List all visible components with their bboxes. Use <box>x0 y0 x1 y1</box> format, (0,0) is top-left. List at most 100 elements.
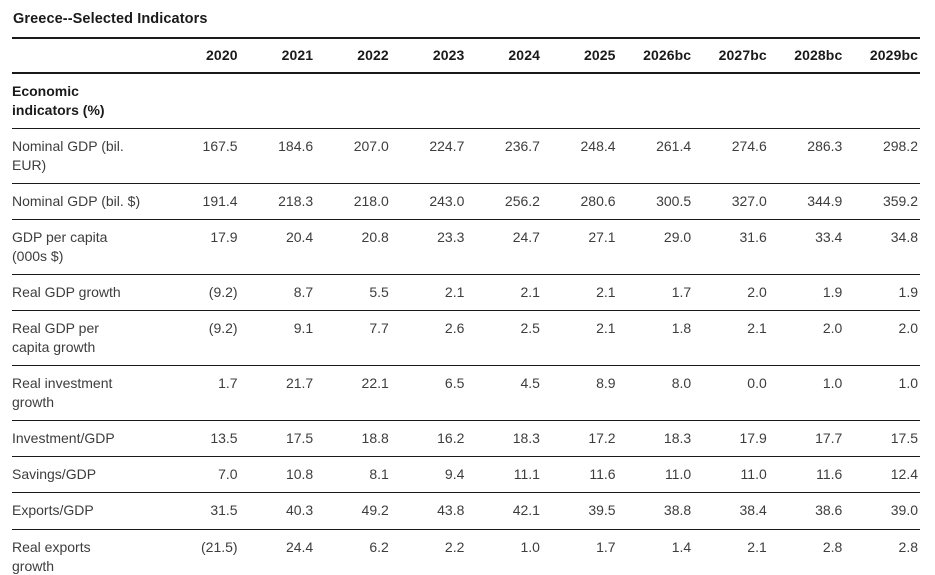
cell: 0.0 <box>693 365 769 422</box>
column-header-2029bc: 2029bc <box>844 36 920 75</box>
table-row: Real investment growth 1.7 21.7 22.1 6.5 4.5 8… <box>12 365 920 422</box>
cell: 191.4 <box>164 183 240 221</box>
table-row: Real GDP per capita growth (9.2) 9.1 7.7 2.6… <box>12 310 920 367</box>
cell: 10.8 <box>239 456 316 494</box>
cell: 8.7 <box>239 274 316 312</box>
cell: 1.0 <box>844 365 920 422</box>
cell: 31.6 <box>693 219 769 276</box>
cell: 31.5 <box>164 492 240 530</box>
year-header-row: 2020 2021 2022 2023 2024 2025 2026bc 2027bc 2028… <box>12 36 920 75</box>
cell: 280.6 <box>541 183 618 221</box>
cell: 16.2 <box>390 420 467 458</box>
cell: 18.8 <box>315 420 391 458</box>
cell: 298.2 <box>844 128 920 185</box>
cell: 2.1 <box>541 274 618 312</box>
cell: 22.1 <box>315 365 391 422</box>
cell: 8.0 <box>617 365 694 422</box>
cell: 49.2 <box>315 492 391 530</box>
cell: 40.3 <box>239 492 316 530</box>
column-header-2020: 2020 <box>164 36 240 75</box>
cell: 2.0 <box>693 274 769 312</box>
cell: 218.3 <box>239 183 316 221</box>
cell: 39.0 <box>844 492 920 530</box>
cell: 2.1 <box>390 274 467 312</box>
cell: 2.2 <box>390 529 467 575</box>
cell: 344.9 <box>768 183 845 221</box>
column-header-2024: 2024 <box>466 36 542 75</box>
column-header-2028bc: 2028bc <box>768 36 845 75</box>
row-label: Real GDP per capita growth <box>12 310 164 367</box>
cell: 1.8 <box>617 310 694 367</box>
row-label: Real GDP growth <box>12 274 164 312</box>
cell: (21.5) <box>164 529 240 575</box>
cell: 2.1 <box>693 310 769 367</box>
cell: 17.5 <box>239 420 316 458</box>
row-label: Nominal GDP (bil. $) <box>12 183 164 221</box>
cell: 13.5 <box>164 420 240 458</box>
indicators-table: 2020 2021 2022 2023 2024 2025 2026bc 2027bc 2028… <box>12 36 920 575</box>
cell: 18.3 <box>617 420 694 458</box>
cell: 207.0 <box>315 128 391 185</box>
table-row: Investment/GDP 13.5 17.5 18.8 16.2 18.3 17.2 18… <box>12 420 920 458</box>
column-header-2025: 2025 <box>541 36 618 75</box>
cell: 2.6 <box>390 310 467 367</box>
cell: 261.4 <box>617 128 694 185</box>
cell: 23.3 <box>390 219 467 276</box>
cell: 20.8 <box>315 219 391 276</box>
cell: (9.2) <box>164 310 240 367</box>
section-label: Economic indicators (%) <box>12 73 164 130</box>
cell: (9.2) <box>164 274 240 312</box>
cell: 256.2 <box>466 183 542 221</box>
column-header-2027bc: 2027bc <box>693 36 769 75</box>
cell: 286.3 <box>768 128 845 185</box>
cell: 1.0 <box>466 529 542 575</box>
cell: 2.8 <box>844 529 920 575</box>
cell: 224.7 <box>390 128 467 185</box>
row-label: Exports/GDP <box>12 492 164 530</box>
cell: 24.4 <box>239 529 316 575</box>
cell: 17.9 <box>693 420 769 458</box>
indicator-rows: Economic indicators (%) Nominal GDP (bil… <box>12 73 920 575</box>
column-header-2023: 2023 <box>390 36 467 75</box>
cell: 300.5 <box>617 183 694 221</box>
cell: 218.0 <box>315 183 391 221</box>
table-row: Exports/GDP 31.5 40.3 49.2 43.8 42.1 39.5 38.8 3… <box>12 492 920 530</box>
cell: 33.4 <box>768 219 845 276</box>
section-filler <box>164 73 920 130</box>
cell: 6.5 <box>390 365 467 422</box>
cell: 17.7 <box>768 420 845 458</box>
row-label: Investment/GDP <box>12 420 164 458</box>
row-label: GDP per capita (000s $) <box>12 219 164 276</box>
column-header-2022: 2022 <box>315 36 391 75</box>
cell: 12.4 <box>844 456 920 494</box>
cell: 8.9 <box>541 365 618 422</box>
table-row: Savings/GDP 7.0 10.8 8.1 9.4 11.1 11.6 11.0 11.0… <box>12 456 920 494</box>
cell: 39.5 <box>541 492 618 530</box>
cell: 327.0 <box>693 183 769 221</box>
cell: 43.8 <box>390 492 467 530</box>
cell: 11.0 <box>617 456 694 494</box>
cell: 11.6 <box>768 456 845 494</box>
cell: 27.1 <box>541 219 618 276</box>
cell: 9.4 <box>390 456 467 494</box>
column-header-2021: 2021 <box>239 36 316 75</box>
column-header-2026bc: 2026bc <box>617 36 694 75</box>
cell: 34.8 <box>844 219 920 276</box>
cell: 11.0 <box>693 456 769 494</box>
cell: 21.7 <box>239 365 316 422</box>
cell: 38.4 <box>693 492 769 530</box>
cell: 6.2 <box>315 529 391 575</box>
cell: 2.1 <box>693 529 769 575</box>
cell: 236.7 <box>466 128 542 185</box>
cell: 1.7 <box>541 529 618 575</box>
cell: 20.4 <box>239 219 316 276</box>
row-label: Nominal GDP (bil. EUR) <box>12 128 164 185</box>
cell: 2.1 <box>466 274 542 312</box>
cell: 359.2 <box>844 183 920 221</box>
cell: 1.7 <box>164 365 240 422</box>
cell: 24.7 <box>466 219 542 276</box>
cell: 167.5 <box>164 128 240 185</box>
corner-cell <box>12 36 164 75</box>
cell: 4.5 <box>466 365 542 422</box>
